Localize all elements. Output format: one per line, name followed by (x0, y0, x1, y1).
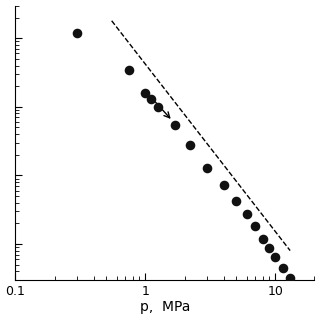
Point (127, 67, 132, 72)
Point (173, 122, 178, 127)
Point (221, 183, 226, 188)
Point (281, 265, 286, 270)
Point (75, 30, 80, 36)
Point (294, 284, 299, 289)
Point (253, 224, 258, 229)
Point (267, 245, 272, 250)
Point (260, 236, 265, 241)
Point (273, 254, 278, 259)
Point (148, 96, 153, 101)
Point (205, 165, 210, 170)
Point (244, 212, 249, 217)
Point (299, 292, 304, 298)
Point (156, 104, 161, 109)
Point (288, 275, 293, 280)
Point (187, 142, 192, 147)
Point (234, 198, 239, 203)
Point (143, 90, 148, 95)
X-axis label: p,  MPa: p, MPa (140, 300, 190, 315)
